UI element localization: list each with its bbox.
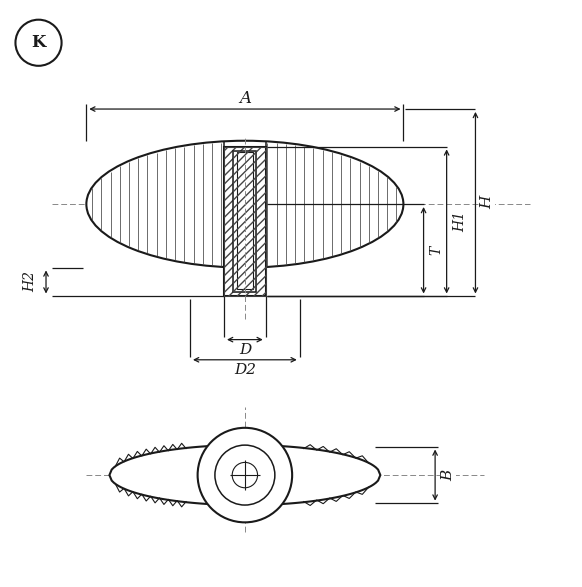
Text: T: T <box>430 245 443 255</box>
Circle shape <box>232 463 258 488</box>
Text: A: A <box>239 90 251 107</box>
Bar <box>233 150 257 292</box>
Bar <box>233 150 257 292</box>
Text: D2: D2 <box>234 363 256 377</box>
Circle shape <box>16 20 62 66</box>
Text: K: K <box>31 34 46 51</box>
Bar <box>237 152 253 289</box>
Ellipse shape <box>86 141 403 268</box>
Text: H1: H1 <box>453 211 467 232</box>
Polygon shape <box>109 445 381 505</box>
Text: D: D <box>239 343 251 357</box>
Bar <box>224 147 265 296</box>
Text: H2: H2 <box>23 271 37 292</box>
Text: H: H <box>480 196 494 210</box>
Text: B: B <box>441 470 455 481</box>
Bar <box>224 147 265 296</box>
Circle shape <box>215 445 275 505</box>
Circle shape <box>198 428 292 522</box>
